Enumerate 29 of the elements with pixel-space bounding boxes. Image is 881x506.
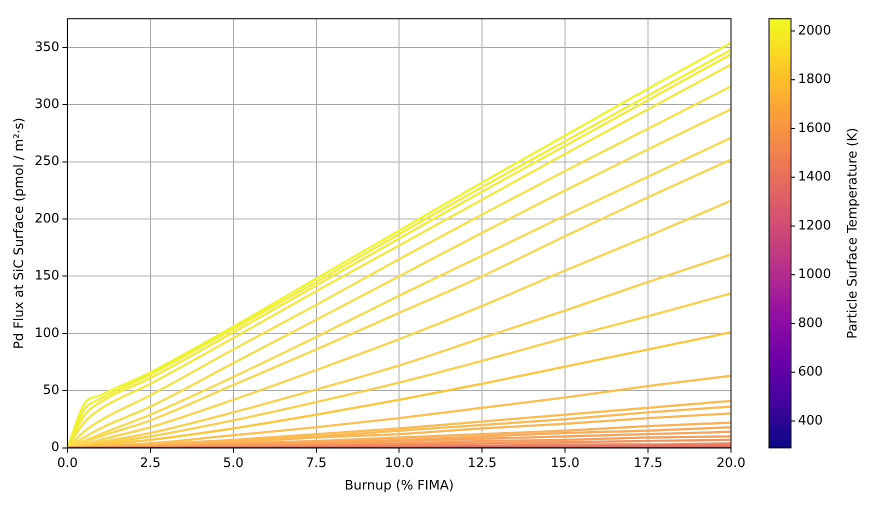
- color-bar-label: 1800: [798, 72, 832, 88]
- y-axis-title: Pd Flux at SiC Surface (pmol / m²·s): [12, 118, 28, 349]
- color-bar-title: Particle Surface Temperature (K): [845, 128, 860, 339]
- color-bar-label: 1000: [798, 267, 832, 282]
- x-tick-label: 7.5: [306, 456, 327, 471]
- x-tick-label: 0.0: [57, 456, 78, 471]
- color-bar-label: 1600: [798, 120, 832, 136]
- x-tick-label: 5.0: [222, 456, 244, 471]
- y-tick-label: 350: [34, 40, 60, 55]
- x-tick-label: 10.0: [384, 456, 414, 471]
- y-tick-label: 0: [51, 440, 60, 456]
- color-bar-label: 1200: [798, 218, 832, 234]
- y-tick-label: 100: [34, 326, 60, 341]
- x-tick-label: 20.0: [716, 456, 746, 471]
- x-axis-title: Burnup (% FIMA): [344, 478, 454, 494]
- y-tick-label: 300: [34, 96, 60, 112]
- color-bar-label: 1400: [798, 170, 832, 185]
- color-bar-label: 800: [798, 316, 823, 331]
- x-tick-label: 17.5: [634, 456, 663, 471]
- y-tick-label: 200: [34, 211, 60, 226]
- y-tick-label: 250: [34, 154, 60, 170]
- color-bar-label: 400: [798, 413, 823, 428]
- color-bar-label: 600: [798, 364, 823, 380]
- x-tick-label: 15.0: [550, 456, 580, 471]
- y-tick-label: 150: [34, 268, 60, 284]
- x-tick-label: 2.5: [140, 456, 161, 471]
- y-tick-label: 50: [42, 382, 60, 398]
- x-tick-label: 12.5: [468, 456, 497, 471]
- color-bar-label: 2000: [798, 23, 832, 38]
